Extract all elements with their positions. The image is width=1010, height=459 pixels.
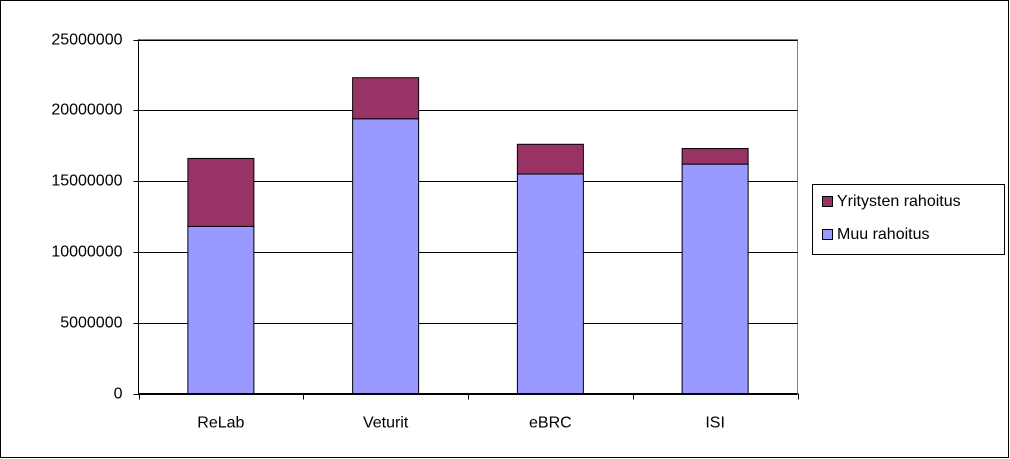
x-tick-label: eBRC [529,415,572,432]
x-tick-label: ReLab [197,415,244,432]
y-tick-label: 10000000 [51,244,122,261]
legend-swatch [822,196,833,207]
y-tick-label: 0 [114,386,123,403]
legend-swatch [822,229,833,240]
bar-segment [187,157,255,227]
y-tick-label: 5000000 [60,315,122,332]
bar-segment [681,148,749,165]
y-tick-label: 15000000 [51,173,122,190]
bar-segment [187,225,255,394]
x-tick-label: Veturit [363,415,409,432]
bar-segment [352,77,420,120]
bar-segment [352,118,420,395]
legend-label: Yritysten rahoitus [837,193,961,210]
y-tick-label: 20000000 [51,102,122,119]
bar-segment [681,163,749,394]
bar-segment [516,173,584,394]
legend-box [812,184,1005,255]
legend-label: Muu rahoitus [837,226,930,243]
x-tick-label: ISI [705,415,725,432]
y-tick-label: 25000000 [51,32,122,49]
bar-segment [516,143,584,175]
